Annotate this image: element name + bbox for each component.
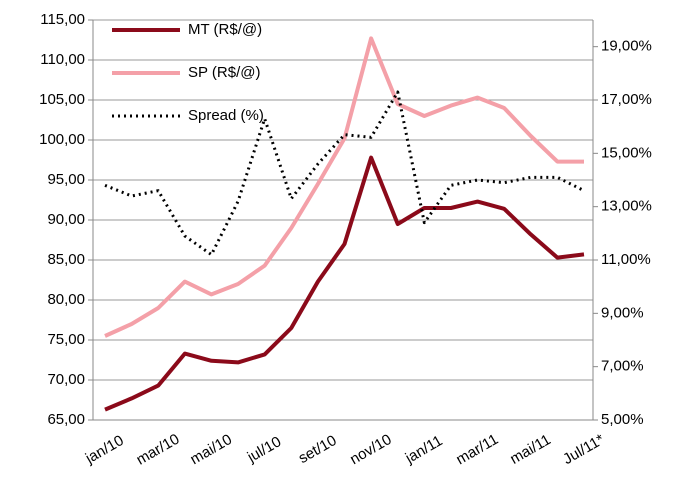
y-tick-label: 75,00 [47, 331, 85, 348]
y-tick-label: 95,00 [47, 171, 85, 188]
x-tick-label: jan/11 [402, 432, 446, 467]
y-tick-label: 110,00 [40, 51, 85, 68]
y-tick-label: 90,00 [47, 211, 85, 228]
y-tick-label: 80,00 [47, 291, 85, 308]
x-tick-label: nov/10 [347, 431, 395, 468]
y-tick-label: 85,00 [47, 251, 85, 268]
x-tick-label: mar/10 [133, 431, 182, 469]
x-tick-label: jul/10 [244, 433, 284, 466]
x-tick-label: mai/11 [507, 431, 554, 468]
y2-tick-label: 9,00% [601, 304, 644, 321]
y2-tick-label: 5,00% [601, 411, 644, 428]
y2-tick-label: 15,00% [601, 144, 652, 161]
y-tick-label: 70,00 [47, 371, 85, 388]
series-line [104, 36, 584, 338]
series-line [104, 90, 585, 257]
x-tick-label: set/10 [296, 432, 340, 467]
legend-label: Spread (%) [188, 107, 264, 124]
x-tick-label: jan/10 [82, 432, 127, 468]
x-tick-label: Jul/11* [560, 431, 607, 468]
y-tick-label: 105,00 [39, 91, 85, 108]
y2-tick-label: 13,00% [601, 198, 652, 215]
y2-tick-label: 17,00% [601, 91, 652, 108]
x-tick-label: mai/10 [187, 431, 234, 468]
y2-tick-label: 7,00% [601, 358, 644, 375]
y2-tick-label: 19,00% [601, 38, 652, 55]
series-line [104, 155, 585, 412]
y-tick-label: 100,00 [39, 131, 85, 148]
y-tick-label: 65,00 [47, 411, 85, 428]
legend-label: MT (R$/@) [188, 21, 262, 38]
y-tick-label: 115,00 [40, 11, 85, 28]
y2-tick-label: 11,00% [601, 251, 651, 268]
x-tick-label: mar/11 [453, 431, 501, 469]
legend-label: SP (R$/@) [188, 64, 260, 81]
